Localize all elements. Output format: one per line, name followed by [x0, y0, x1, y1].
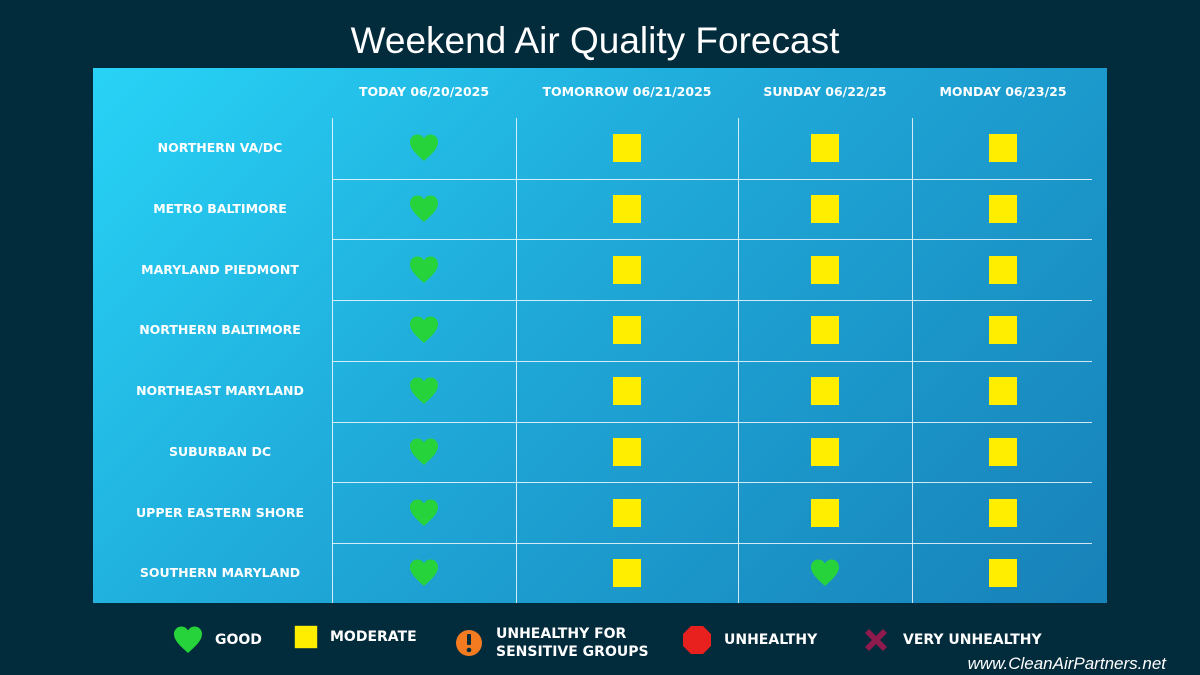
heart-icon	[173, 625, 203, 655]
legend-label: UNHEALTHY FOR SENSITIVE GROUPS	[496, 626, 649, 660]
square-icon	[612, 558, 642, 588]
square-icon	[612, 498, 642, 528]
square-icon	[988, 194, 1018, 224]
column-header: MONDAY 06/23/25	[939, 84, 1067, 99]
legend-item-very-unhealthy: VERY UNHEALTHY	[861, 625, 1042, 655]
square-icon	[612, 315, 642, 345]
square-icon	[612, 133, 642, 163]
square-icon	[612, 437, 642, 467]
exclamation-circle-icon	[454, 628, 484, 658]
region-label: NORTHERN BALTIMORE	[139, 322, 301, 337]
legend-item-good: GOOD	[173, 625, 262, 655]
row-divider	[332, 422, 1092, 423]
legend-label: UNHEALTHY	[724, 632, 818, 648]
legend-item-usg: UNHEALTHY FOR SENSITIVE GROUPS	[454, 625, 649, 661]
column-header: TODAY 06/20/2025	[358, 84, 490, 99]
square-icon	[810, 376, 840, 406]
region-label: SOUTHERN MARYLAND	[139, 565, 301, 580]
column-divider	[738, 118, 739, 603]
square-icon	[988, 437, 1018, 467]
octagon-icon	[682, 625, 712, 655]
region-label: SUBURBAN DC	[168, 444, 272, 459]
square-icon	[612, 376, 642, 406]
heart-icon	[409, 133, 439, 163]
website-url[interactable]: www.CleanAirPartners.net	[967, 654, 1166, 673]
forecast-table: TODAY 06/20/2025 TOMORROW 06/21/2025 SUNDA…	[93, 68, 1107, 603]
row-divider	[332, 482, 1092, 483]
region-label: MARYLAND PIEDMONT	[141, 262, 299, 277]
legend-item-moderate: MODERATE	[294, 625, 417, 649]
column-header: TOMORROW 06/21/2025	[542, 84, 712, 99]
row-divider	[332, 543, 1092, 544]
page-title: Weekend Air Quality Forecast	[350, 20, 840, 61]
square-icon	[988, 315, 1018, 345]
x-icon	[861, 625, 891, 655]
square-icon	[988, 376, 1018, 406]
square-icon	[810, 194, 840, 224]
heart-icon	[409, 255, 439, 285]
row-divider	[332, 179, 1092, 180]
legend-label: VERY UNHEALTHY	[903, 632, 1042, 648]
heart-icon	[409, 194, 439, 224]
row-divider	[332, 361, 1092, 362]
column-divider	[912, 118, 913, 603]
square-icon	[294, 625, 318, 649]
heart-icon	[409, 498, 439, 528]
heart-icon	[810, 558, 840, 588]
square-icon	[988, 498, 1018, 528]
square-icon	[612, 255, 642, 285]
heart-icon	[409, 437, 439, 467]
row-divider	[332, 239, 1092, 240]
region-label: NORTHERN VA/DC	[157, 140, 283, 155]
square-icon	[810, 437, 840, 467]
square-icon	[810, 498, 840, 528]
region-label: UPPER EASTERN SHORE	[136, 505, 304, 520]
column-divider	[516, 118, 517, 603]
column-header: SUNDAY 06/22/25	[763, 84, 887, 99]
heart-icon	[409, 376, 439, 406]
legend-label: GOOD	[215, 632, 262, 648]
heart-icon	[409, 315, 439, 345]
heart-icon	[409, 558, 439, 588]
square-icon	[988, 558, 1018, 588]
row-divider	[332, 300, 1092, 301]
square-icon	[810, 255, 840, 285]
column-divider	[332, 118, 333, 603]
legend-item-unhealthy: UNHEALTHY	[682, 625, 817, 655]
square-icon	[988, 133, 1018, 163]
square-icon	[810, 315, 840, 345]
region-label: METRO BALTIMORE	[153, 201, 287, 216]
square-icon	[988, 255, 1018, 285]
square-icon	[810, 133, 840, 163]
legend-label: MODERATE	[330, 629, 417, 645]
square-icon	[612, 194, 642, 224]
region-label: NORTHEAST MARYLAND	[136, 383, 304, 398]
